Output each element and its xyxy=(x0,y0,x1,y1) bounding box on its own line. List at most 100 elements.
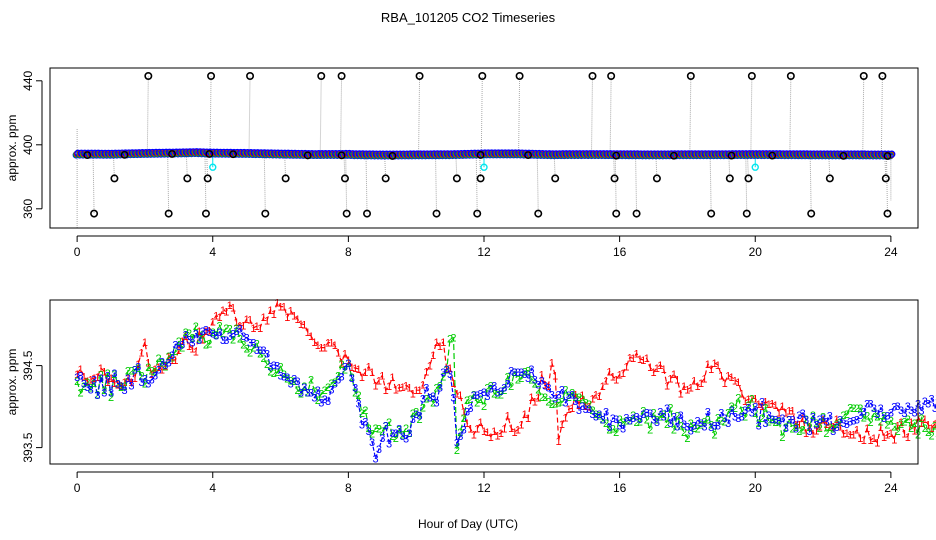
series-3-point: 3 xyxy=(433,398,439,410)
series-2-point: 2 xyxy=(349,372,355,384)
series-2-point: 2 xyxy=(220,328,226,340)
series-1-point: 1 xyxy=(732,375,738,387)
outlier-marker xyxy=(281,174,290,183)
series-1-point: 1 xyxy=(457,390,463,402)
series-2-point: 2 xyxy=(237,334,243,346)
series-3-point: 3 xyxy=(830,426,836,438)
outlier-marker xyxy=(744,174,753,183)
series-1-point: 1 xyxy=(149,369,155,381)
series-2-point: 2 xyxy=(681,427,687,439)
series-2-point: 2 xyxy=(854,403,860,415)
outlier-spike xyxy=(885,155,888,214)
series-1-point: 1 xyxy=(759,401,765,413)
series-3-point: 3 xyxy=(515,367,521,379)
series-1-point: 1 xyxy=(566,404,572,416)
series-3-point: 3 xyxy=(654,417,660,429)
series-3-point: 3 xyxy=(77,370,83,382)
series-3-point: 3 xyxy=(888,407,894,419)
series-3-point: 3 xyxy=(332,379,338,391)
series-1-point: 1 xyxy=(454,388,460,400)
series-3-point: 3 xyxy=(420,393,426,405)
series-1-point: 1 xyxy=(640,355,646,367)
series-2-point: 2 xyxy=(189,333,195,345)
bottom-panel: 1111111111111111111111111111111111111111… xyxy=(5,297,936,531)
series-3-point: 3 xyxy=(128,380,134,392)
series-1-point: 1 xyxy=(688,383,694,395)
series-3-point: 3 xyxy=(145,379,151,391)
series-1-point: 1 xyxy=(484,427,490,439)
series-1-point: 1 xyxy=(549,357,555,369)
series-3-point: 3 xyxy=(671,411,677,423)
chart-title: RBA_101205 CO2 Timeseries xyxy=(381,10,556,25)
series-2-point: 2 xyxy=(586,399,592,411)
series-1-point: 1 xyxy=(830,421,836,433)
series-3-point: 3 xyxy=(634,411,640,423)
series-3-point: 3 xyxy=(88,384,94,396)
series-1-point: 1 xyxy=(498,428,504,440)
outlier-marker xyxy=(610,174,619,183)
series-2-point: 2 xyxy=(857,403,863,415)
series-2-point: 2 xyxy=(145,362,151,374)
series-3-point: 3 xyxy=(230,329,236,341)
series-1-point: 1 xyxy=(796,420,802,432)
series-1-point: 1 xyxy=(773,400,779,412)
series-2-point: 2 xyxy=(752,408,758,420)
series-2-point: 2 xyxy=(138,370,144,382)
series-1-point: 1 xyxy=(925,420,931,432)
series-2-point: 2 xyxy=(606,425,612,437)
series-3-point: 3 xyxy=(664,403,670,415)
series-3-point: 3 xyxy=(491,380,497,392)
series-3-point: 3 xyxy=(732,411,738,423)
series-1-point: 1 xyxy=(501,424,507,436)
outlier-marker xyxy=(515,72,524,81)
series-2-point: 2 xyxy=(450,333,456,345)
series-2-point: 2 xyxy=(278,361,284,373)
series-1-point: 1 xyxy=(227,300,233,312)
bottom-x-tick-label: 20 xyxy=(749,481,763,495)
series-2-point: 2 xyxy=(796,426,802,438)
series-2-point: 2 xyxy=(498,389,504,401)
series-3-point: 3 xyxy=(322,394,328,406)
series-2-point: 2 xyxy=(457,427,463,439)
series-2-point: 2 xyxy=(918,413,924,425)
series-1-point: 1 xyxy=(332,340,338,352)
series-3-point: 3 xyxy=(291,374,297,386)
series-1-point: 1 xyxy=(305,327,311,339)
series-3-point: 3 xyxy=(383,420,389,432)
series-2-point: 2 xyxy=(545,397,551,409)
top-x-axis: 0 4 8 12 16 20 24 xyxy=(74,235,898,259)
series-1-point: 1 xyxy=(857,433,863,445)
outlier-spike xyxy=(745,154,748,214)
series-2-point: 2 xyxy=(84,377,90,389)
series-1-point: 1 xyxy=(284,312,290,324)
series-3-point: 3 xyxy=(169,350,175,362)
series-1-point: 1 xyxy=(447,363,453,375)
series-2-point: 2 xyxy=(149,366,155,378)
series-2-point: 2 xyxy=(773,417,779,429)
series-3-point: 3 xyxy=(94,390,100,402)
series-1-point: 1 xyxy=(823,419,829,431)
series-3-point: 3 xyxy=(108,388,114,400)
series-1-point: 1 xyxy=(708,364,714,376)
series-3-point: 3 xyxy=(172,339,178,351)
series-3-point: 3 xyxy=(769,414,775,426)
series-1-point: 1 xyxy=(196,326,202,338)
series-1-point: 1 xyxy=(145,357,151,369)
bottom-x-tick-label: 12 xyxy=(477,481,491,495)
series-3-point: 3 xyxy=(247,338,253,350)
series-2-point: 2 xyxy=(335,370,341,382)
outlier-marker xyxy=(363,209,372,218)
baseline-outlier-marker xyxy=(337,151,346,160)
series-1-point: 1 xyxy=(464,418,470,430)
series-1-point: 1 xyxy=(128,377,134,389)
series-1-point: 1 xyxy=(912,425,918,437)
series-2-point: 2 xyxy=(345,358,351,370)
series-3-point: 3 xyxy=(74,372,80,384)
series-3-point: 3 xyxy=(593,411,599,423)
baseline-outlier-marker xyxy=(205,150,214,158)
series-3-point: 3 xyxy=(647,408,653,420)
series-1-point: 1 xyxy=(901,429,907,441)
series-1-point: 1 xyxy=(311,337,317,349)
series-2-point: 2 xyxy=(406,428,412,440)
series-2-point: 2 xyxy=(861,412,867,424)
